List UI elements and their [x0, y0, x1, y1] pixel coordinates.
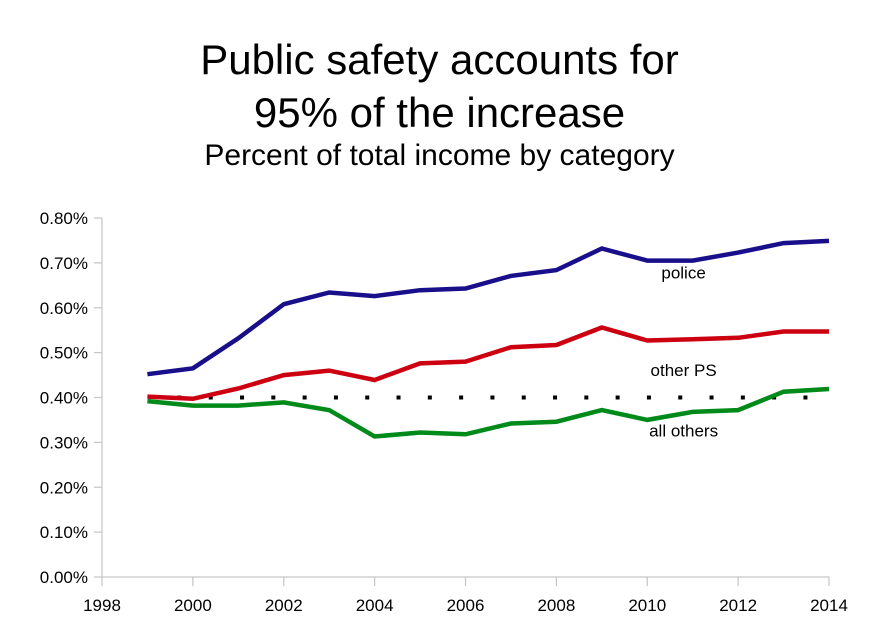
x-tick-label: 2008 [537, 596, 575, 615]
x-tick-label: 2012 [719, 596, 757, 615]
series-line-police [147, 238, 830, 377]
y-tick-label: 0.80% [40, 209, 88, 228]
y-tick-label: 0.70% [40, 254, 88, 273]
y-tick-label: 0.60% [40, 299, 88, 318]
x-tick-label: 2006 [447, 596, 485, 615]
x-tick-label: 2014 [810, 596, 848, 615]
x-tick-label: 2000 [174, 596, 212, 615]
series-line-other-ps [147, 325, 829, 402]
x-tick-label: 2010 [628, 596, 666, 615]
y-tick-label: 0.00% [40, 568, 88, 587]
y-tick-label: 0.40% [40, 389, 88, 408]
x-tick-label: 2004 [356, 596, 394, 615]
y-tick-label: 0.50% [40, 344, 88, 363]
x-tick-label: 1998 [83, 596, 121, 615]
series-label-police: police [661, 264, 705, 283]
y-tick-label: 0.20% [40, 478, 88, 497]
y-tick-label: 0.30% [40, 433, 88, 452]
series-label-all-others: all others [649, 422, 718, 441]
x-tick-label: 2002 [265, 596, 303, 615]
series-lines [147, 238, 830, 439]
series-line-all-others [147, 386, 830, 439]
y-tick-label: 0.10% [40, 523, 88, 542]
series-label-other-ps: other PS [651, 361, 717, 380]
chart-title-line-1: Public safety accounts for [200, 36, 679, 83]
chart-subtitle: Percent of total income by category [204, 139, 675, 172]
axes: 0.00% 0.10% 0.20% 0.30% 0.40% 0.50% 0.60% 0.70%… [40, 209, 848, 615]
chart-title-line-2: 95% of the increase [253, 89, 626, 136]
series-labels: police other PS all others [649, 264, 718, 441]
